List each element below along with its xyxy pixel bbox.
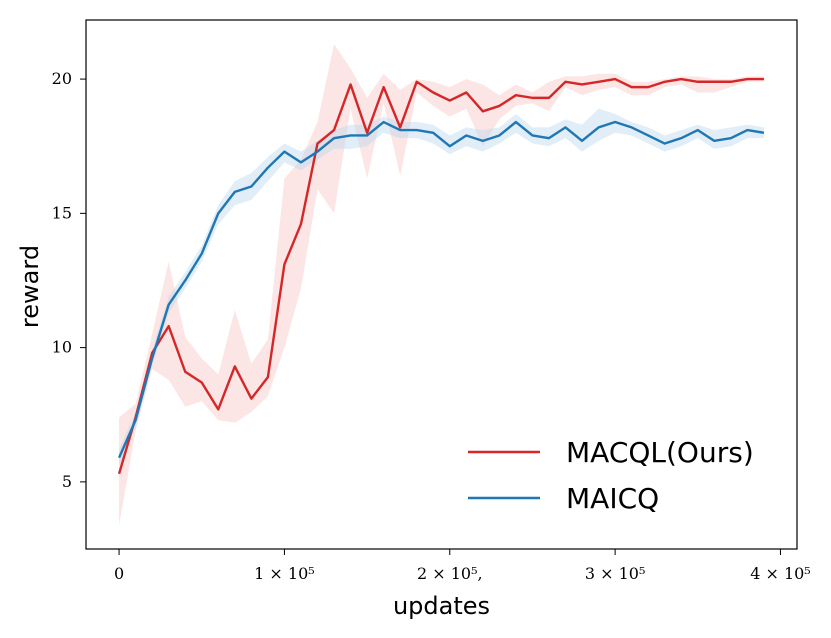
y-axis-ticks: 5 10 15 20 [52,69,86,491]
x-tick-label: 2 × 10⁵, [417,564,483,583]
legend-label: MACQL(Ours) [566,436,754,469]
x-tick-label: 0 [114,564,124,583]
x-tick-label: 3 × 10⁵ [585,564,646,583]
y-tick-label: 15 [52,203,72,222]
y-tick-label: 20 [52,69,72,88]
x-tick-label: 1 × 10⁵ [254,564,315,583]
line-chart: 0 1 × 10⁵ 2 × 10⁵, 3 × 10⁵ 4 × 10⁵ 5 10 15 20 u… [0,0,831,638]
y-tick-label: 10 [52,338,72,357]
x-axis-title: updates [393,592,490,620]
legend: MACQL(Ours) MAICQ [468,436,754,515]
y-axis-title: reward [16,245,44,328]
x-axis-ticks: 0 1 × 10⁵ 2 × 10⁵, 3 × 10⁵ 4 × 10⁵ [114,549,811,583]
legend-label: MAICQ [566,482,659,515]
y-tick-label: 5 [62,472,72,491]
x-tick-label: 4 × 10⁵ [750,564,811,583]
